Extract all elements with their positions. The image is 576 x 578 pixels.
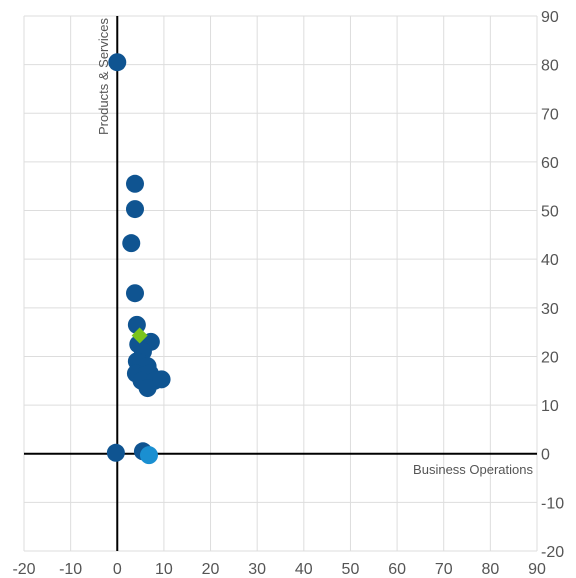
data-point bbox=[138, 379, 157, 398]
y-tick-label: 10 bbox=[541, 398, 559, 415]
data-point bbox=[125, 200, 144, 219]
data-points bbox=[106, 53, 171, 465]
data-point bbox=[108, 53, 127, 72]
x-tick-labels: -20 -10 0 10 20 30 40 50 60 70 80 90 bbox=[12, 561, 546, 578]
y-tick-label: 60 bbox=[541, 155, 559, 172]
x-tick-label: 60 bbox=[388, 561, 406, 578]
data-point bbox=[125, 284, 144, 303]
y-tick-label: 40 bbox=[541, 252, 559, 269]
data-point bbox=[122, 234, 141, 253]
y-tick-labels: -20 -10 0 10 20 30 40 50 60 70 80 90 bbox=[541, 9, 564, 561]
x-tick-label: -10 bbox=[59, 561, 82, 578]
x-tick-label: 30 bbox=[248, 561, 266, 578]
data-point-diamond bbox=[131, 327, 148, 344]
data-point bbox=[125, 174, 144, 193]
grid bbox=[23, 15, 538, 552]
y-tick-label: 50 bbox=[541, 204, 559, 221]
x-tick-label: 70 bbox=[435, 561, 453, 578]
x-tick-label: -20 bbox=[12, 561, 35, 578]
y-tick-label: 80 bbox=[541, 58, 559, 75]
x-tick-label: 0 bbox=[113, 561, 122, 578]
x-tick-label: 80 bbox=[481, 561, 499, 578]
data-point bbox=[152, 370, 171, 389]
y-tick-label: 0 bbox=[541, 447, 550, 464]
y-tick-label: 30 bbox=[541, 301, 559, 318]
x-tick-label: 90 bbox=[528, 561, 546, 578]
y-tick-label: -20 bbox=[541, 544, 564, 561]
y-tick-label: 20 bbox=[541, 349, 559, 366]
x-axis-label: Business Operations bbox=[413, 462, 533, 477]
data-point bbox=[139, 446, 158, 465]
y-tick-label: 90 bbox=[541, 9, 559, 26]
x-tick-label: 40 bbox=[295, 561, 313, 578]
x-tick-label: 10 bbox=[155, 561, 173, 578]
x-tick-label: 20 bbox=[202, 561, 220, 578]
x-tick-label: 50 bbox=[342, 561, 360, 578]
data-point bbox=[106, 443, 125, 462]
y-tick-label: -10 bbox=[541, 495, 564, 512]
y-axis-label: Products & Services bbox=[96, 18, 111, 136]
y-tick-label: 70 bbox=[541, 106, 559, 123]
